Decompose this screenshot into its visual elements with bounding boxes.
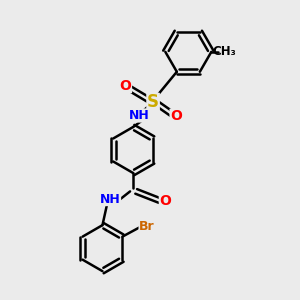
Text: O: O <box>170 109 182 123</box>
Text: O: O <box>159 194 171 208</box>
Text: Br: Br <box>139 220 155 233</box>
Text: NH: NH <box>100 193 121 206</box>
Text: O: O <box>119 79 131 93</box>
Text: S: S <box>147 94 159 112</box>
Text: NH: NH <box>129 109 150 122</box>
Text: CH₃: CH₃ <box>212 45 236 58</box>
